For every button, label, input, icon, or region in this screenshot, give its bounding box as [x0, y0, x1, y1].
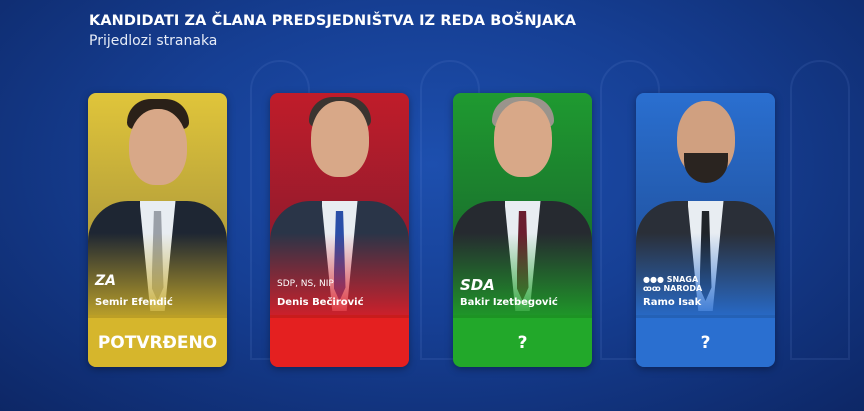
party-logo-snaga-naroda: ●●● SNAGA ꝏꝏ NARODA	[643, 275, 703, 293]
candidate-photo	[88, 93, 227, 321]
party-logo-sda: SDA	[460, 276, 495, 294]
candidate-photo	[270, 93, 409, 321]
status-badge: POTVRĐENO	[88, 315, 227, 367]
candidate-photo	[636, 93, 775, 321]
candidate-name: Denis Bečirović	[277, 297, 364, 308]
candidate-name: Bakir Izetbegović	[460, 297, 558, 308]
candidate-name: Semir Efendić	[95, 297, 173, 308]
candidate-party: SDP, NS, NIP	[277, 279, 334, 289]
candidate-card: ●●● SNAGA ꝏꝏ NARODA Ramo Isak ?	[636, 93, 775, 367]
page-subtitle: Prijedlozi stranaka	[89, 33, 218, 49]
candidate-name: Ramo Isak	[643, 297, 702, 308]
candidate-photo	[453, 93, 592, 321]
party-logo-za: ZA	[95, 273, 116, 289]
candidate-card: SDP, NS, NIP Denis Bečirović	[270, 93, 409, 367]
status-badge: ?	[636, 315, 775, 367]
candidate-card: SDA Bakir Izetbegović ?	[453, 93, 592, 367]
background-arch	[790, 60, 850, 360]
page-title: KANDIDATI ZA ČLANA PREDSJEDNIŠTVA IZ RED…	[89, 13, 577, 29]
candidate-card: ZA Semir Efendić POTVRĐENO	[88, 93, 227, 367]
status-badge	[270, 315, 409, 367]
status-badge: ?	[453, 315, 592, 367]
